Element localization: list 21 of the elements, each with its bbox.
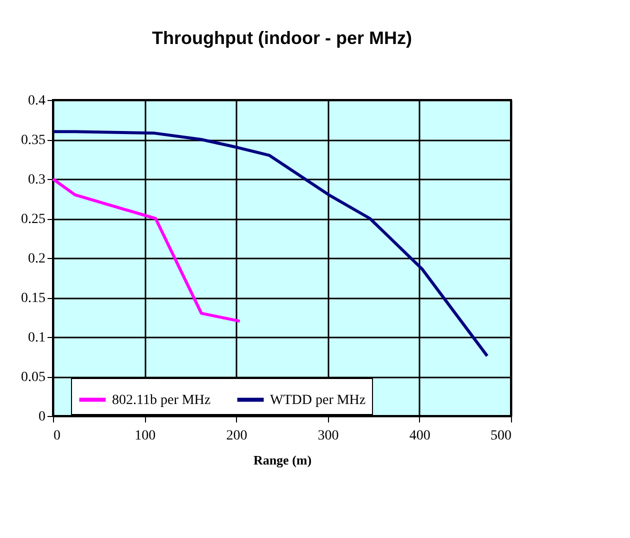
x-tick-label: 300 [318,428,339,444]
y-tick-label: 0.15 [21,291,46,306]
legend-label: WTDD per MHz [270,392,366,408]
y-tick-label: 0.1 [28,330,46,346]
line-series [52,178,242,323]
y-tick-label: 0.25 [21,212,46,227]
x-tick-label: 500 [490,428,512,444]
y-tick-label: 0.4 [28,94,46,108]
x-axis-title: Range (m) [253,452,312,468]
chart-title: Throughput (indoor - per MHz) [152,28,412,48]
x-tick-label: 400 [409,428,430,444]
line-series [52,130,489,358]
y-tick-label: 0 [38,410,46,424]
y-tick-label: 0.35 [21,133,46,148]
y-tick-label: 0.3 [28,172,46,188]
x-tick-label: 200 [226,428,248,444]
y-tick-label: 0.05 [21,370,46,385]
y-tick-label: 0.2 [28,252,46,266]
x-tick-label: 0 [54,428,60,444]
x-tick-label: 100 [134,428,156,444]
legend-label: 802.11b per MHz [112,392,211,408]
